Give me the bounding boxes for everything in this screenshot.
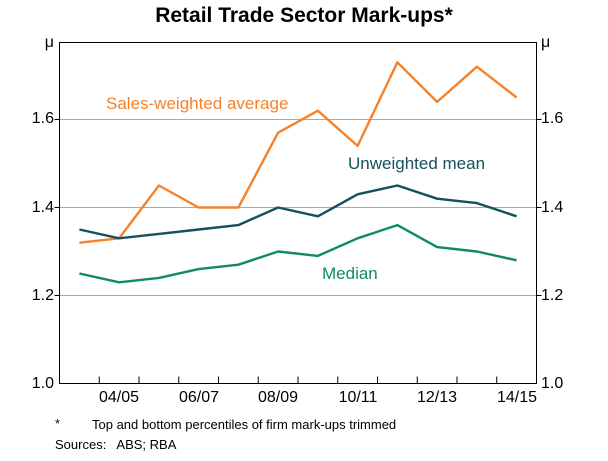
line-median bbox=[79, 223, 517, 284]
y-axis-label-left: 1.4 bbox=[31, 199, 54, 216]
y-axis-label-right: 1.4 bbox=[541, 199, 564, 216]
line-sales-weighted-average bbox=[79, 61, 518, 244]
series-label-median: Median bbox=[322, 264, 378, 283]
y-axis-label-left: 1.2 bbox=[31, 287, 54, 304]
x-axis-label: 12/13 bbox=[416, 389, 458, 406]
x-axis-label: 08/09 bbox=[257, 389, 299, 406]
plot-frame bbox=[59, 42, 537, 384]
x-axis-label: 04/05 bbox=[98, 389, 140, 406]
axis-ticks bbox=[54, 119, 542, 384]
y-axis-label-right: 1.2 bbox=[541, 287, 564, 304]
footnote-asterisk: * bbox=[55, 416, 61, 431]
y-axis-unit-right: μ bbox=[541, 34, 551, 51]
x-axis-label: 06/07 bbox=[178, 389, 220, 406]
y-axis-label-left: 1.6 bbox=[31, 110, 54, 127]
series-label-sales-weighted-average: Sales-weighted average bbox=[106, 94, 289, 113]
y-axis-unit-left: μ bbox=[44, 34, 54, 51]
y-axis-label-right: 1.0 bbox=[541, 375, 564, 392]
x-axis-label: 14/15 bbox=[496, 389, 538, 406]
chart-title: Retail Trade Sector Mark-ups* bbox=[155, 4, 453, 27]
y-axis-label-left: 1.0 bbox=[31, 375, 54, 392]
footnote-text: Top and bottom percentiles of firm mark-… bbox=[92, 417, 397, 432]
x-axis-label: 10/11 bbox=[338, 389, 378, 406]
series-lines bbox=[79, 61, 518, 284]
gridlines bbox=[59, 119, 537, 296]
line-unweighted-mean bbox=[79, 184, 517, 240]
y-axis-label-right: 1.6 bbox=[541, 110, 564, 127]
footnote-sources: Sources: ABS; RBA bbox=[55, 437, 177, 452]
series-label-unweighted-mean: Unweighted mean bbox=[348, 154, 486, 173]
